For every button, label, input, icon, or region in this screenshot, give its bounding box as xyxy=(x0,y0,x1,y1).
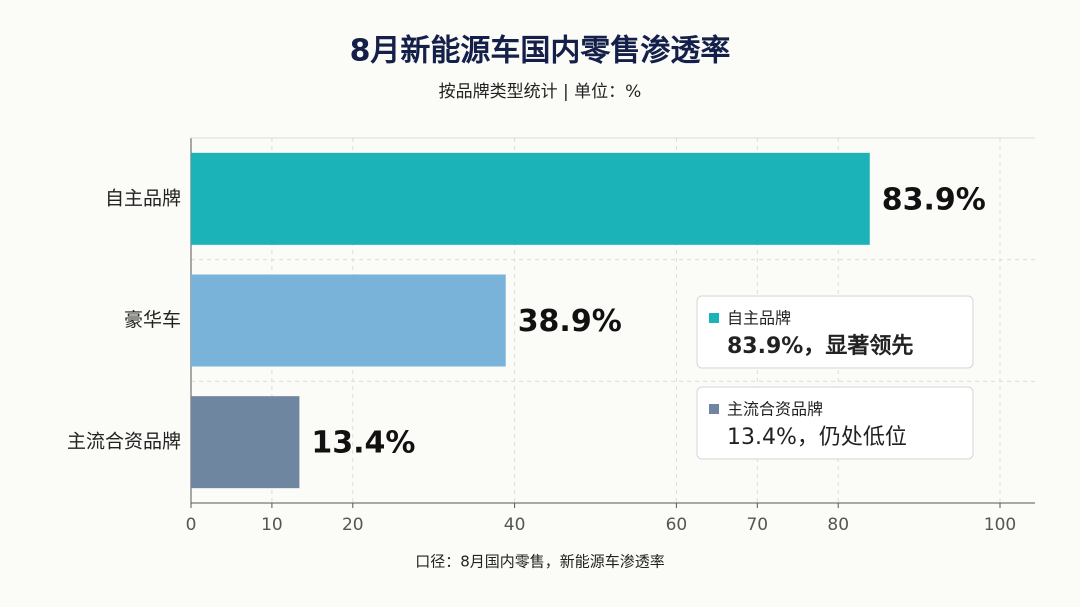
bar xyxy=(191,274,506,367)
annotation-text: 13.4%，仍处低位 xyxy=(727,425,907,450)
bar xyxy=(191,396,300,489)
y-tick-label: 主流合资品牌 xyxy=(67,431,181,453)
chart-subtitle: 按品牌类型统计 | 单位：% xyxy=(439,82,642,102)
x-tick-label: 70 xyxy=(746,515,768,535)
value-label: 83.9% xyxy=(882,182,986,217)
annotation-swatch xyxy=(709,313,719,323)
x-tick-label: 10 xyxy=(261,515,283,535)
chart-title: 8月新能源车国内零售渗透率 xyxy=(350,34,731,69)
annotation-box xyxy=(696,295,974,369)
annotation-swatch xyxy=(709,404,719,414)
x-tick-label: 80 xyxy=(827,515,849,535)
value-label: 13.4% xyxy=(311,426,415,461)
annotation-box xyxy=(696,386,974,460)
footnote: 口径：8月国内零售，新能源车渗透率 xyxy=(415,553,665,571)
annotation-label: 自主品牌 xyxy=(727,309,791,328)
x-tick-label: 0 xyxy=(186,515,197,535)
annotation-text: 83.9%，显著领先 xyxy=(727,333,913,359)
x-tick-label: 60 xyxy=(666,515,688,535)
y-tick-label: 自主品牌 xyxy=(105,187,181,209)
bar xyxy=(191,152,870,245)
x-tick-label: 20 xyxy=(342,515,364,535)
y-tick-label: 豪华车 xyxy=(124,309,181,331)
x-tick-label: 100 xyxy=(984,515,1016,535)
x-tick-label: 40 xyxy=(504,515,526,535)
annotation-label: 主流合资品牌 xyxy=(727,400,823,419)
value-label: 38.9% xyxy=(518,304,622,339)
